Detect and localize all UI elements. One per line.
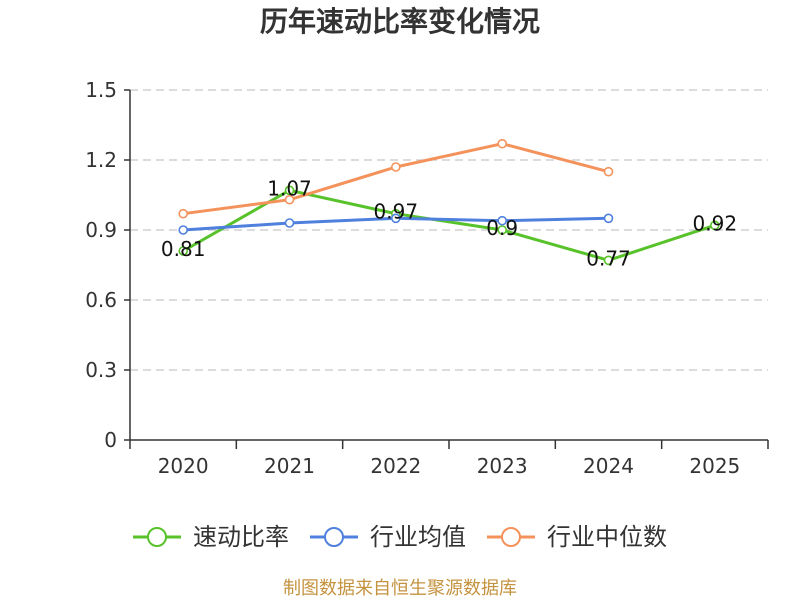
data-source-note: 制图数据来自恒生聚源数据库 xyxy=(283,578,517,599)
quick-ratio-data-label: 0.97 xyxy=(374,200,419,224)
quick-ratio-point xyxy=(178,246,188,256)
chart-title: 历年速动比率变化情况 xyxy=(259,5,540,38)
axes: 0 0.3 0.6 0.9 1.2 1.5 2020 2021 2022 2023 2024 2025 xyxy=(85,78,769,478)
legend-circle xyxy=(501,527,521,547)
y-tick-label: 0.9 xyxy=(85,218,117,242)
x-tick-label: 2022 xyxy=(370,454,421,478)
quick-ratio-data-label: 0.9 xyxy=(486,216,518,240)
y-tick-label: 0 xyxy=(104,428,117,452)
legend: 速动比率 行业均值 行业中位数 xyxy=(0,521,800,553)
y-tick-label: 0.6 xyxy=(85,288,117,312)
x-tick-label: 2025 xyxy=(689,454,740,478)
quick-ratio-data-label: 1.07 xyxy=(267,176,312,200)
legend-circle xyxy=(147,527,167,547)
industry-median-point xyxy=(390,162,401,172)
legend-item-industry-median[interactable]: 行业中位数 xyxy=(487,521,667,553)
legend-item-quick-ratio[interactable]: 速动比率 xyxy=(133,521,289,553)
series-plot xyxy=(178,138,720,266)
legend-label: 行业中位数 xyxy=(547,523,667,551)
x-tick-label: 2024 xyxy=(583,454,634,478)
industry-average-point xyxy=(390,213,401,224)
industry-average-point xyxy=(603,213,614,224)
y-tick-label: 1.2 xyxy=(85,148,117,172)
line-circle-icon xyxy=(487,527,535,547)
industry-median-point xyxy=(178,208,188,219)
industry-median-point xyxy=(603,166,614,177)
y-tick-label: 1.5 xyxy=(85,78,117,102)
industry-average-point xyxy=(284,218,295,228)
legend-label: 速动比率 xyxy=(193,523,289,551)
line-chart: 0 0.3 0.6 0.9 1.2 1.5 2020 2021 2022 2023 2024 2025… xyxy=(85,78,769,478)
industry-average-point xyxy=(178,225,188,235)
x-tick-label: 2020 xyxy=(158,454,209,478)
legend-item-industry-average[interactable]: 行业均值 xyxy=(310,521,466,553)
line-circle-icon xyxy=(133,527,181,547)
quick-ratio-data-label: 0.77 xyxy=(586,246,631,270)
quick-ratio-point xyxy=(497,225,508,235)
legend-circle xyxy=(324,527,344,547)
x-tick-label: 2021 xyxy=(264,454,315,478)
quick-ratio-point xyxy=(284,185,295,196)
line-circle-icon xyxy=(310,527,358,547)
x-tick-label: 2023 xyxy=(477,454,528,478)
quick-ratio-point xyxy=(603,255,614,266)
legend-label: 行业均值 xyxy=(370,523,466,551)
gridlines xyxy=(130,89,768,371)
quick-ratio-point xyxy=(709,220,720,231)
quick-ratio-data-label: 0.81 xyxy=(161,237,206,261)
industry-median-point xyxy=(497,138,508,149)
industry-median-point xyxy=(284,194,295,205)
quick-ratio-data-label: 0.92 xyxy=(693,211,738,235)
data-labels: 0.81 1.07 0.97 0.9 0.77 0.92 xyxy=(161,176,737,270)
quick-ratio-line xyxy=(181,188,717,262)
industry-average-point xyxy=(497,215,508,226)
y-tick-label: 0.3 xyxy=(85,358,117,382)
